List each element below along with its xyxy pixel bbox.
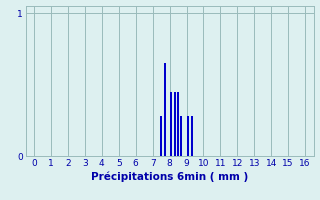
Bar: [187, 116, 189, 156]
Bar: [180, 116, 182, 156]
Bar: [164, 63, 165, 156]
Bar: [160, 116, 162, 156]
Bar: [174, 92, 176, 156]
Bar: [191, 116, 193, 156]
Bar: [170, 92, 172, 156]
Bar: [177, 92, 179, 156]
X-axis label: Précipitations 6min ( mm ): Précipitations 6min ( mm ): [91, 172, 248, 182]
